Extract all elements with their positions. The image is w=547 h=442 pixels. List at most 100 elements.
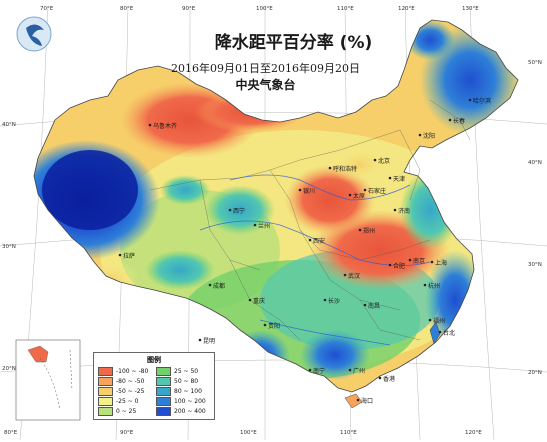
tick-top-80: 80°E	[120, 6, 134, 12]
city-label: 西安	[313, 238, 326, 245]
city-label: 乌鲁木齐	[153, 123, 178, 130]
city-dot	[308, 368, 312, 372]
map-title: 降水距平百分率 (%)	[214, 33, 373, 53]
tick-top-130: 130°E	[462, 6, 479, 12]
city-dot	[148, 123, 152, 127]
city-label: 上海	[435, 260, 448, 267]
tick-top-100: 100°E	[256, 6, 273, 12]
city-label: 广州	[353, 368, 366, 375]
legend-item: -100 ~ -80	[98, 367, 148, 376]
rivers	[199, 174, 431, 346]
city-label: 武汉	[348, 273, 361, 280]
city-label: 呼和浩特	[333, 166, 358, 173]
legend-item: 80 ~ 100	[156, 387, 202, 396]
tick-bottom-90: 90°E	[120, 430, 134, 436]
city-label: 昆明	[203, 338, 216, 345]
city-label: 北京	[378, 158, 391, 165]
city-dot	[348, 368, 352, 372]
city-label: 重庆	[253, 298, 266, 305]
city-dot	[448, 118, 452, 122]
city-label: 南京	[413, 258, 426, 265]
city-dot	[373, 158, 377, 162]
city-dot	[298, 188, 302, 192]
city-label: 南宁	[313, 368, 326, 375]
city-label: 台北	[443, 330, 456, 337]
city-label: 香港	[383, 376, 396, 383]
city-dot	[308, 238, 312, 242]
city-label: 太原	[353, 193, 366, 200]
city-dot	[348, 193, 352, 197]
tick-right-30: 30°N	[528, 262, 542, 268]
city-dot	[408, 258, 412, 262]
city-label: 天津	[393, 176, 406, 183]
city-dot	[248, 298, 252, 302]
city-dot	[323, 298, 327, 302]
city-dot	[263, 323, 267, 327]
city-label: 南昌	[368, 303, 381, 310]
legend-item: 200 ~ 400	[156, 407, 206, 416]
province-borders	[149, 99, 471, 341]
city-label: 海口	[361, 398, 374, 405]
city-dot	[198, 338, 202, 342]
legend: 图例 -100 ~ -80 -80 ~ -50 -50 ~ -25 -25 ~ …	[93, 352, 215, 420]
tick-bottom-100: 100°E	[240, 430, 257, 436]
tick-left-20: 20°N	[2, 366, 16, 372]
tick-left-40: 40°N	[2, 122, 16, 128]
city-dot	[208, 283, 212, 287]
city-label: 成都	[213, 283, 226, 290]
city-dot	[378, 376, 382, 380]
city-dot	[253, 223, 257, 227]
legend-item: 50 ~ 80	[156, 377, 198, 386]
legend-item: 0 ~ 25	[98, 407, 136, 416]
hainan	[344, 393, 363, 409]
tick-right-40: 40°N	[528, 160, 542, 166]
city-dot	[228, 208, 232, 212]
city-dot	[356, 398, 360, 402]
tick-right-50: 50°N	[528, 60, 542, 66]
south-china-sea-inset	[15, 339, 81, 421]
city-label: 西宁	[233, 208, 246, 215]
tick-top-120: 120°E	[398, 6, 415, 12]
legend-item: -50 ~ -25	[98, 387, 144, 396]
city-dot	[343, 273, 347, 277]
city-label: 杭州	[428, 283, 441, 290]
city-label: 长春	[453, 118, 466, 125]
map-agency: 中央气象台	[235, 78, 296, 92]
legend-item: -80 ~ -50	[98, 377, 144, 386]
city-label: 兰州	[258, 223, 271, 230]
tick-top-70: 70°E	[40, 6, 54, 12]
legend-item: 25 ~ 50	[156, 367, 198, 376]
city-points	[118, 98, 472, 402]
city-label: 沈阳	[423, 133, 436, 140]
city-dot	[428, 318, 432, 322]
tick-right-20: 20°N	[528, 370, 542, 376]
city-dot	[430, 260, 434, 264]
city-dot	[358, 228, 362, 232]
city-label: 石家庄	[368, 188, 387, 195]
city-dot	[438, 330, 442, 334]
city-dot	[363, 303, 367, 307]
city-dot	[388, 263, 392, 267]
tick-bottom-120: 120°E	[465, 430, 482, 436]
city-dot	[118, 253, 122, 257]
tick-bottom-110: 110°E	[340, 430, 357, 436]
city-dot	[388, 176, 392, 180]
cma-logo	[16, 16, 52, 52]
city-label: 银川	[303, 188, 316, 195]
city-label: 长沙	[328, 298, 341, 305]
map-period: 2016年09月01日至2016年09月20日	[171, 62, 360, 75]
city-dot	[418, 133, 422, 137]
city-label: 郑州	[363, 228, 376, 235]
city-dot	[423, 283, 427, 287]
city-dot	[363, 188, 367, 192]
tick-bottom-80: 80°E	[4, 430, 18, 436]
legend-title: 图例	[147, 356, 161, 364]
city-label: 合肥	[393, 263, 406, 270]
tick-top-110: 110°E	[337, 6, 354, 12]
city-dot	[328, 166, 332, 170]
city-dot	[393, 208, 397, 212]
city-dot	[468, 98, 472, 102]
legend-item: -25 ~ 0	[98, 397, 138, 406]
